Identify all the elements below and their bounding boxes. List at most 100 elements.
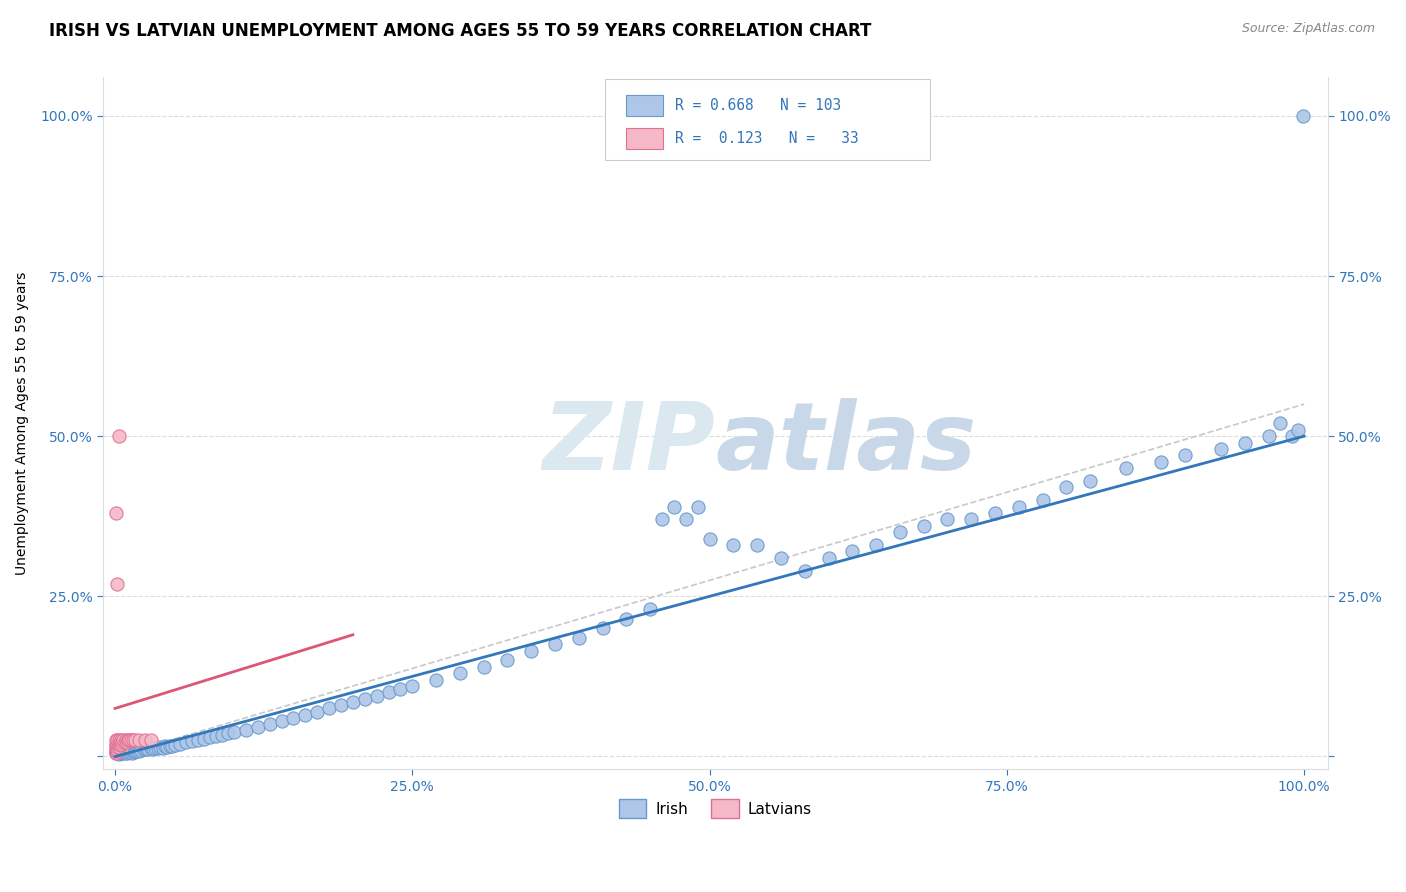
Irish [889,525,911,540]
Irish [110,746,132,760]
Irish [142,741,165,756]
Irish [817,550,839,565]
Latvians [118,733,141,747]
Latvians [105,744,128,758]
Irish [125,744,148,758]
Irish [1257,429,1279,443]
Latvians [105,741,128,756]
Irish [118,745,141,759]
Irish [108,745,131,759]
Irish [865,538,887,552]
Latvians [107,733,129,747]
Latvians [122,733,145,747]
Latvians [107,737,129,751]
Irish [1054,480,1077,494]
Irish [111,741,134,756]
Irish [793,564,815,578]
Legend: Irish, Latvians: Irish, Latvians [613,793,818,824]
Irish [1233,435,1256,450]
Irish [699,532,721,546]
Latvians [110,733,132,747]
Irish [160,739,183,754]
Irish [769,550,792,565]
Irish [984,506,1007,520]
Irish [1032,493,1054,508]
Irish [105,746,128,760]
Irish [217,726,239,740]
Irish [283,711,305,725]
Latvians [108,735,131,749]
Latvians [124,733,146,747]
Irish [193,731,215,746]
Irish [1209,442,1232,456]
Irish [107,746,129,760]
Irish [149,739,172,754]
Irish [675,512,697,526]
Irish [318,701,340,715]
Irish [211,728,233,742]
Irish [1150,455,1173,469]
Irish [747,538,769,552]
Irish [124,744,146,758]
Irish [127,743,149,757]
Irish [638,602,661,616]
Text: R = 0.668   N = 103: R = 0.668 N = 103 [675,98,841,112]
Latvians [139,733,162,747]
Irish [389,682,412,697]
Irish [129,743,152,757]
Irish [246,720,269,734]
Irish [205,729,228,743]
Irish [307,705,329,719]
Irish [366,689,388,703]
Irish [115,746,138,760]
Irish [294,707,316,722]
Irish [496,653,519,667]
Latvians [111,735,134,749]
Latvians [107,429,129,443]
Latvians [105,506,128,520]
Irish [107,743,129,757]
Latvians [128,733,150,747]
Irish [198,731,221,745]
Irish [235,723,257,737]
Irish [1115,461,1137,475]
Irish [138,742,160,756]
Irish [146,741,169,756]
Irish [117,744,139,758]
Irish [401,679,423,693]
Irish [662,500,685,514]
Latvians [112,733,135,747]
Irish [912,519,935,533]
Latvians [114,733,136,747]
Irish [1008,500,1031,514]
Irish [114,745,136,759]
Irish [111,746,134,760]
Irish [114,746,136,760]
Text: atlas: atlas [716,398,977,490]
Irish [614,612,637,626]
Irish [112,744,135,758]
Y-axis label: Unemployment Among Ages 55 to 59 years: Unemployment Among Ages 55 to 59 years [15,272,30,575]
Irish [259,717,281,731]
Irish [152,740,174,755]
Latvians [107,737,129,751]
Bar [626,128,662,149]
Text: IRISH VS LATVIAN UNEMPLOYMENT AMONG AGES 55 TO 59 YEARS CORRELATION CHART: IRISH VS LATVIAN UNEMPLOYMENT AMONG AGES… [49,22,872,40]
Latvians [115,735,138,749]
Irish [592,621,614,635]
Irish [135,741,157,756]
Irish [128,744,150,758]
Irish [449,666,471,681]
Latvians [134,733,156,747]
Irish [153,739,176,754]
Irish [169,737,191,751]
Irish [176,735,198,749]
Irish [568,631,591,645]
Latvians [105,739,128,754]
Irish [936,512,959,526]
Irish [841,544,863,558]
Irish [132,742,155,756]
Irish [1270,417,1292,431]
Irish [187,732,209,747]
Latvians [105,737,128,751]
